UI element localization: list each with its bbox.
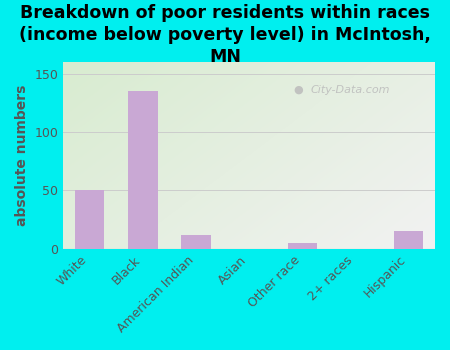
Bar: [128, 91, 158, 248]
Text: Breakdown of poor residents within races
(income below poverty level) in McIntos: Breakdown of poor residents within races…: [19, 4, 431, 66]
Bar: [181, 234, 211, 248]
Text: City-Data.com: City-Data.com: [310, 85, 390, 95]
Y-axis label: absolute numbers: absolute numbers: [15, 85, 29, 226]
Bar: [75, 190, 104, 248]
Text: ●: ●: [294, 85, 303, 95]
Bar: [288, 243, 317, 248]
Bar: [394, 231, 423, 248]
